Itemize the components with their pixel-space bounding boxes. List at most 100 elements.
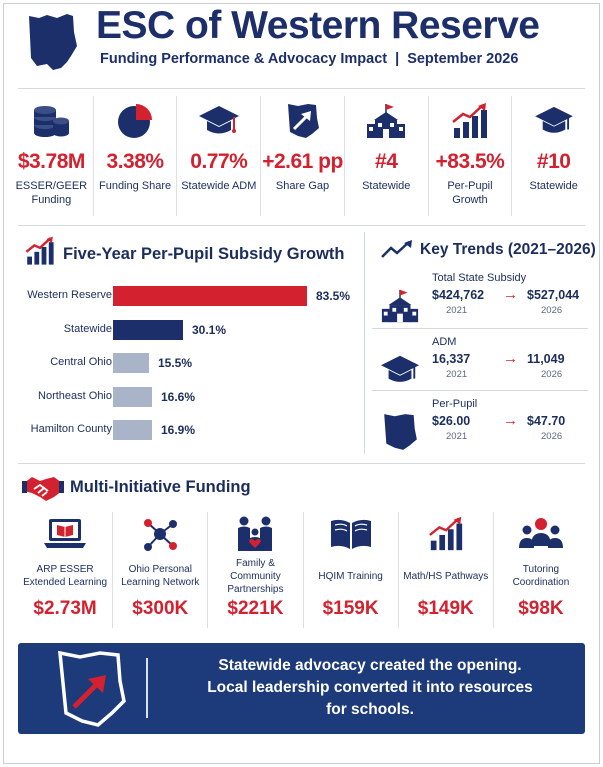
bar-row: Western Reserve 83.5%	[0, 286, 603, 306]
trend-to-year: 2026	[541, 369, 563, 380]
trend-to-value: 11,049	[527, 352, 565, 366]
kpi-card: $3.78M ESSER/GEER Funding	[10, 96, 94, 216]
subtitle-date: September 2026	[407, 51, 519, 67]
coin-stack-icon	[34, 106, 70, 137]
kpi-card: #4 Statewide	[345, 96, 429, 216]
trend-to-value: $527,044	[527, 288, 580, 302]
divider	[18, 463, 585, 464]
initiative-card: Family & Community Partnerships $221K	[208, 512, 304, 628]
initiative-value: $98K	[518, 598, 564, 619]
graduation-cap-icon	[198, 106, 239, 134]
ohio-map-icon	[384, 414, 417, 450]
kpi-card: 3.38% Funding Share	[94, 96, 178, 216]
bar	[113, 420, 152, 440]
trend-from-year: 2021	[446, 305, 468, 316]
kpi-value: #10	[536, 150, 571, 173]
bar-chart-title: Five-Year Per-Pupil Subsidy Growth	[63, 245, 345, 263]
bar-row: Northeast Ohio 16.6%	[0, 386, 603, 407]
page-frame	[3, 3, 600, 764]
initiatives-row: ARP ESSER Extended Learning $2.73M Ohio …	[18, 512, 588, 628]
banner-line: Local leadership converted it into resou…	[207, 679, 533, 696]
initiative-card: HQIM Training $159K	[304, 512, 399, 628]
bar-value-label: 83.5%	[316, 289, 351, 303]
pie-chart-icon	[118, 104, 153, 138]
page-subtitle: Funding Performance & Advocacy Impact | Se…	[100, 51, 518, 67]
trend-name: Per-Pupil	[432, 398, 478, 410]
people-group-icon	[518, 518, 563, 548]
header: ESC of Western Reserve Funding Performan…	[0, 0, 603, 86]
banner-line: Statewide advocacy created the opening.	[218, 657, 522, 674]
bar	[113, 319, 183, 340]
initiative-value: $221K	[227, 598, 284, 619]
growth-chart-icon	[452, 103, 487, 138]
kpi-card: +2.61 pp Share Gap	[261, 96, 345, 216]
graduation-cap-icon	[380, 355, 420, 382]
trend-from-value: $424,762	[432, 288, 485, 302]
initiative-card: Ohio Personal Learning Network $300K	[113, 512, 209, 628]
handshake-icon	[22, 477, 64, 501]
kpi-value: #4	[375, 150, 398, 173]
trend-name: Total State Subsidy	[432, 272, 527, 284]
bar-value-label: 30.1%	[192, 322, 227, 337]
arrow-right-icon: →	[503, 350, 518, 367]
arrow-right-icon: →	[503, 286, 518, 303]
page-title: ESC of Western Reserve	[96, 4, 540, 47]
subtitle-text: Funding Performance & Advocacy Impact	[100, 51, 388, 67]
banner-divider	[146, 658, 148, 718]
initiative-value: $2.73M	[33, 598, 97, 619]
divider	[18, 225, 585, 226]
laptop-book-icon	[44, 519, 87, 548]
kpi-value: $3.78M	[17, 150, 86, 173]
initiative-label: Math/HS Pathways	[403, 570, 489, 582]
kpi-label: Statewide ADM	[181, 180, 257, 192]
school-building-icon	[381, 289, 419, 323]
kpi-value: 0.77%	[190, 150, 248, 173]
initiative-label: Family & Community Partnerships	[227, 557, 284, 595]
subtitle-separator: |	[395, 51, 400, 67]
open-book-icon	[330, 519, 371, 549]
trend-item: Per-Pupil $26.00 2021 → $47.70 2026	[372, 398, 588, 460]
growth-chart-icon	[25, 236, 54, 265]
kpi-value: +2.61 pp	[262, 150, 343, 173]
school-building-icon	[367, 104, 406, 138]
bar-row: Central Ohio 15.5%	[0, 353, 603, 373]
trend-item: ADM 16,337 2021 → 11,049 2026	[372, 336, 588, 398]
initiative-label: Ohio Personal Learning Network	[121, 564, 200, 588]
trend-to-year: 2026	[541, 305, 563, 316]
arrow-right-icon: →	[503, 412, 518, 429]
trend-from-value: $26.00	[432, 414, 471, 428]
initiative-label: Tutoring Coordination	[512, 564, 570, 588]
initiative-card: Math/HS Pathways $149K	[399, 512, 494, 628]
bar-category-label: Hamilton County	[30, 423, 112, 435]
kpi-card: 0.77% Statewide ADM	[177, 96, 262, 216]
trend-from-value: 16,337	[432, 352, 471, 366]
initiative-label: ARP ESSER Extended Learning	[23, 564, 108, 588]
initiative-label: HQIM Training	[318, 570, 383, 582]
bar-value-label: 16.9%	[161, 423, 196, 437]
ohio-map-icon	[29, 14, 77, 70]
kpi-label: ESSER/GEER Funding	[15, 180, 88, 206]
bar-category-label: Northeast Ohio	[38, 389, 112, 402]
kpi-value: 3.38%	[106, 150, 165, 173]
kpi-card: #10 Statewide	[512, 96, 595, 216]
kpi-label: Statewide	[529, 180, 578, 192]
banner-line: for schools.	[326, 701, 414, 718]
kpi-label: Share Gap	[275, 180, 330, 192]
ohio-arrow-icon	[287, 104, 319, 138]
key-trends-title: Key Trends (2021–2026)	[420, 241, 596, 258]
initiative-value: $149K	[417, 598, 474, 619]
network-icon	[144, 519, 178, 551]
trend-from-year: 2021	[446, 431, 468, 442]
bar	[113, 353, 149, 373]
kpi-card: +83.5% Per-Pupil Growth	[429, 96, 513, 216]
trend-item: Total State Subsidy $424,762 2021 → $527…	[372, 272, 588, 334]
bar-row: Statewide 30.1%	[0, 319, 603, 340]
advocacy-banner: Statewide advocacy created the opening. …	[18, 643, 585, 734]
trend-from-year: 2021	[446, 369, 468, 380]
initiative-value: $300K	[132, 598, 189, 619]
kpi-value: +83.5%	[435, 150, 505, 173]
kpi-label: Statewide	[362, 180, 411, 192]
graduation-cap-icon	[534, 106, 573, 133]
initiative-card: Tutoring Coordination $98K	[494, 512, 588, 628]
bar	[113, 286, 307, 306]
